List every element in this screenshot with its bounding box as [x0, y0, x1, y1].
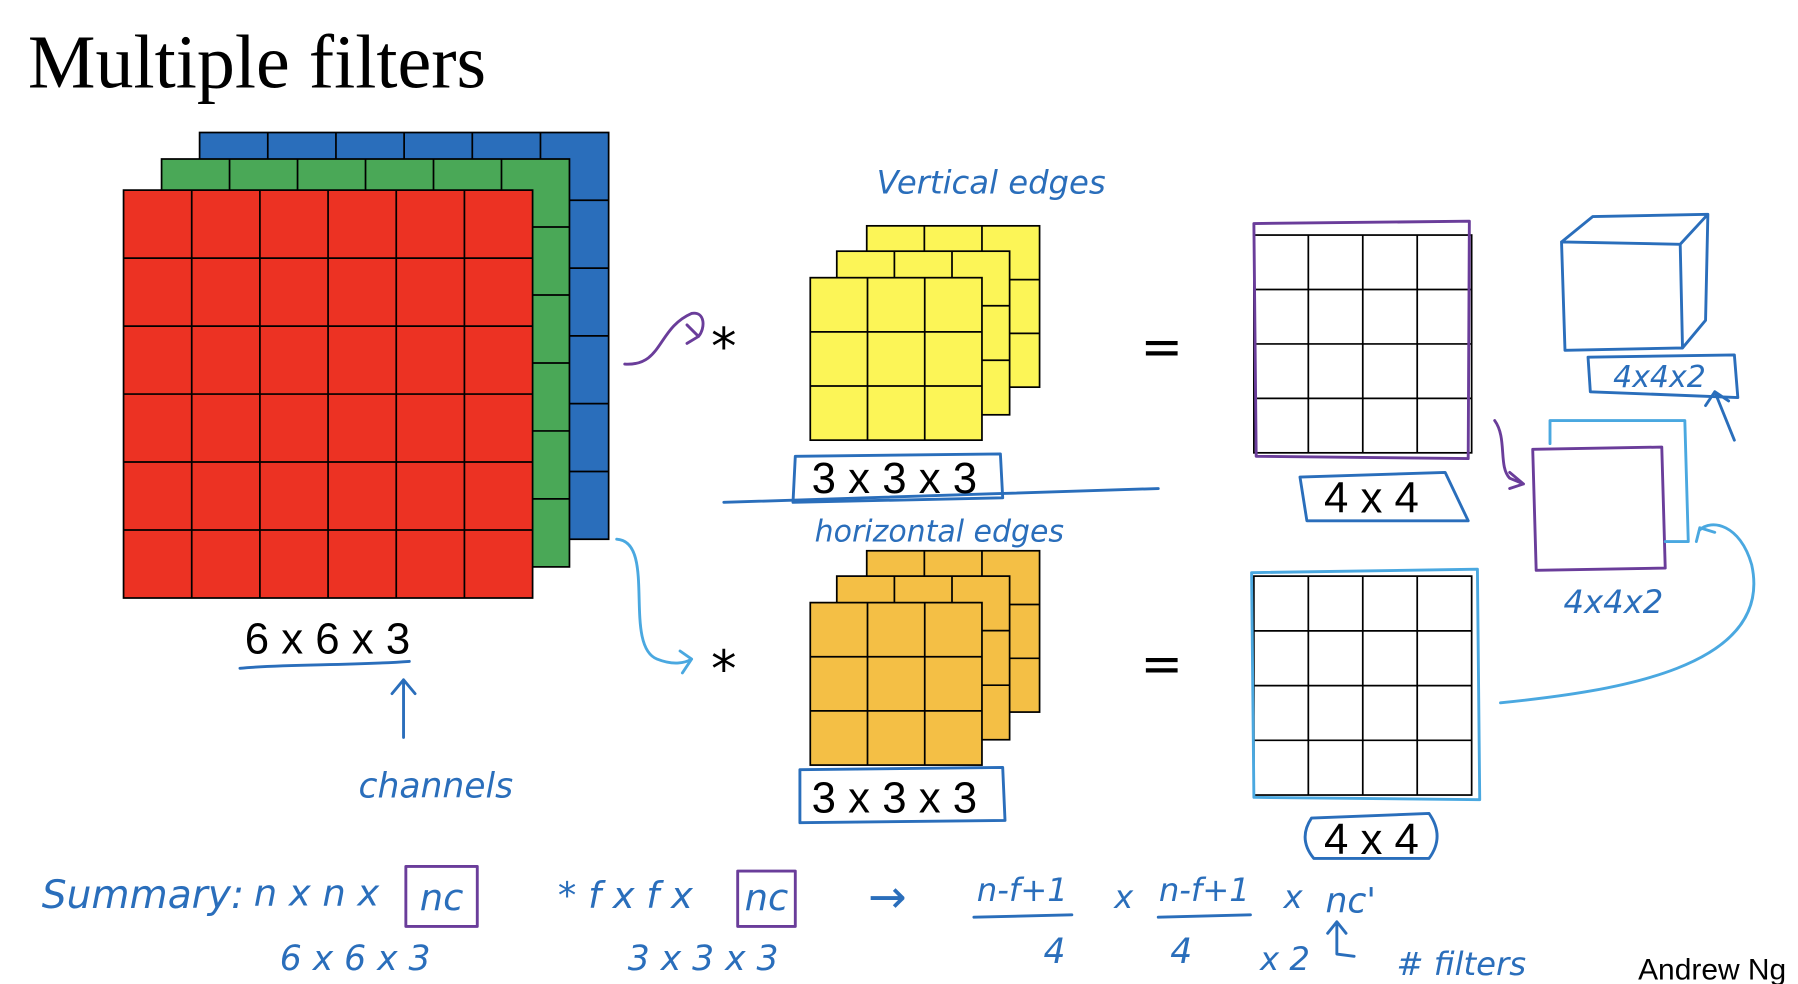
summary-filter-channels: nc: [745, 876, 789, 919]
filter-layer: [809, 601, 983, 766]
filter-layer: [809, 276, 983, 442]
arrow: [1326, 920, 1356, 958]
summary-box: [736, 869, 797, 928]
summary-times: x: [1283, 878, 1304, 916]
stacked-label: 4x4x2: [1564, 583, 1664, 621]
highlight-box: [1250, 567, 1482, 802]
summary-filters-note: # filters: [1396, 945, 1526, 983]
arrow: [615, 537, 694, 675]
filter-note: Vertical edges: [877, 164, 1106, 202]
cube: [1560, 212, 1710, 352]
input-label: 6 x 6 x 3: [245, 614, 410, 663]
underline: [238, 659, 411, 670]
summary-times: x: [1113, 878, 1134, 916]
arrow: [623, 311, 705, 366]
title: Multiple filters: [28, 21, 486, 105]
output-label: 4 x 4: [1324, 474, 1419, 523]
summary-channels-example: x 2: [1259, 940, 1310, 978]
filter-note: horizontal edges: [815, 515, 1064, 550]
filter-label: 3 x 3 x 3: [812, 454, 977, 503]
credit: Andrew Ng: [1638, 953, 1786, 984]
summary-width: n-f+1: [1159, 871, 1250, 909]
summary-height: n-f+1: [977, 871, 1068, 909]
underline: [722, 487, 1160, 504]
summary-heading: Summary:: [42, 873, 244, 918]
summary-width-example: 4: [1170, 932, 1192, 972]
operator: *: [711, 317, 736, 376]
label-box: [791, 452, 1005, 504]
stacked-output: [1531, 445, 1667, 572]
label-box: [798, 765, 1007, 825]
arrow: [1704, 390, 1736, 442]
summary-height-example: 4: [1044, 932, 1066, 972]
summary-channels: nc': [1325, 882, 1375, 922]
label-box: [1586, 353, 1740, 399]
summary-box: [404, 865, 479, 928]
summary-arrow: →: [868, 870, 907, 924]
summary-input-example: 6 x 6 x 3: [280, 939, 431, 979]
summary-filter-example: 3 x 3 x 3: [628, 939, 779, 979]
label-box: [1303, 812, 1439, 860]
stacked-output: [1548, 419, 1690, 543]
summary-input-channels: nc: [420, 876, 464, 919]
highlight-box: [1252, 219, 1471, 461]
cube-label: 4x4x2: [1613, 360, 1706, 395]
summary-input: n x n x: [254, 872, 381, 915]
summary-filter: * f x f x: [558, 874, 694, 917]
operator: *: [711, 640, 736, 699]
equals: =: [1140, 634, 1182, 693]
arrow: [1499, 523, 1756, 705]
output-label: 4 x 4: [1324, 815, 1419, 864]
filter-label: 3 x 3 x 3: [812, 773, 977, 822]
fraction-bar: [972, 913, 1252, 919]
channels-note: channels: [358, 766, 513, 806]
equals: =: [1140, 317, 1182, 376]
arrow: [390, 678, 417, 739]
arrow: [1493, 419, 1525, 490]
diagram: [122, 131, 1756, 958]
label-box: [1298, 470, 1470, 523]
